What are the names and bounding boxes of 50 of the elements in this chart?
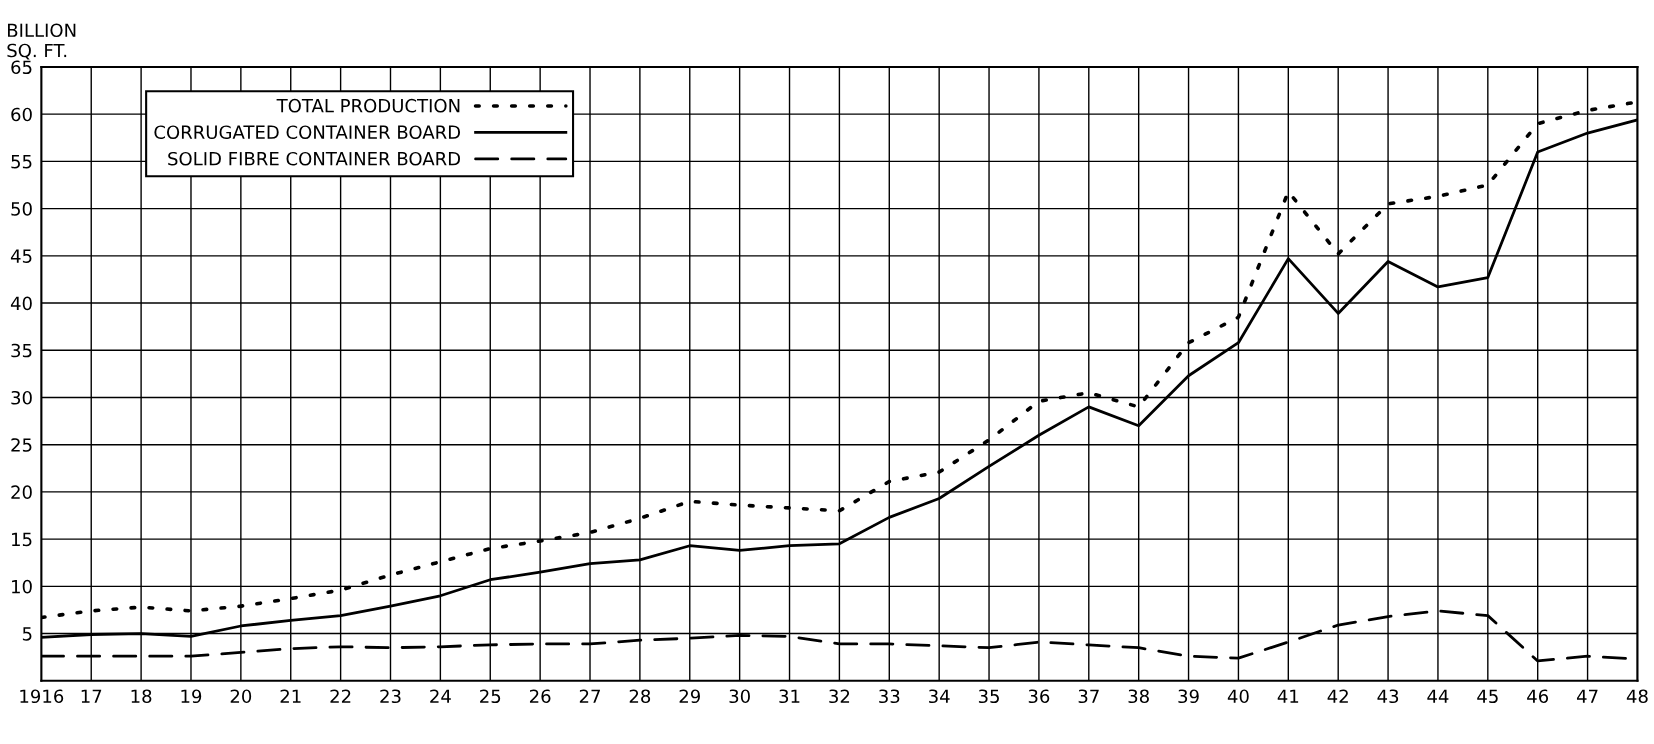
- legend-label: TOTAL PRODUCTION: [276, 98, 460, 113]
- y-tick-label: 65: [11, 60, 32, 75]
- x-tick-label: 19: [181, 689, 202, 704]
- y-tick-label: 20: [11, 485, 32, 500]
- x-tick-label: 47: [1576, 689, 1598, 703]
- x-tick-label: 30: [729, 689, 750, 704]
- x-tick-label: 36: [1028, 689, 1050, 704]
- x-tick-label: 21: [280, 689, 301, 703]
- y-tick-label: 50: [11, 202, 32, 216]
- legend-label: SOLID FIBRE CONTAINER BOARD: [168, 151, 461, 166]
- x-tick-label: 44: [1427, 689, 1449, 703]
- x-tick-label: 33: [879, 689, 900, 704]
- x-tick-label: 20: [230, 689, 252, 704]
- x-tick-label: 26: [529, 689, 551, 704]
- x-tick-label: 28: [629, 689, 651, 704]
- x-tick-label: 48: [1626, 689, 1648, 704]
- x-tick-label: 22: [330, 689, 351, 703]
- y-axis-title: BILLION SQ. FT.: [7, 23, 76, 60]
- legend-label: CORRUGATED CONTAINER BOARD: [154, 125, 461, 140]
- y-tick-label: 15: [12, 532, 32, 547]
- x-tick-label: 45: [1477, 689, 1498, 704]
- x-tick-label: 42: [1327, 689, 1348, 703]
- x-tick-label: 38: [1128, 689, 1149, 704]
- x-tick-label: 32: [829, 689, 850, 704]
- x-tick-label: 23: [380, 689, 401, 704]
- x-tick-label: 37: [1078, 689, 1099, 704]
- y-tick-label: 35: [11, 343, 32, 358]
- y-tick-label: 45: [10, 249, 32, 263]
- y-tick-label: 60: [11, 107, 32, 122]
- x-tick-label: 46: [1527, 689, 1549, 704]
- x-tick-label: 40: [1227, 689, 1249, 704]
- x-tick-label: 24: [430, 689, 451, 703]
- x-tick-label: 43: [1377, 689, 1399, 704]
- x-tick-label: 25: [480, 689, 501, 704]
- x-tick-label: 17: [81, 689, 102, 703]
- y-tick-label: 25: [11, 438, 32, 452]
- x-tick-label: 29: [679, 689, 700, 704]
- x-tick-label: 39: [1178, 689, 1199, 704]
- y-tick-label: 5: [22, 627, 32, 641]
- y-tick-label: 10: [12, 579, 32, 594]
- y-tick-label: 30: [11, 390, 32, 405]
- x-tick-label: 34: [929, 689, 950, 704]
- x-tick-label: 35: [978, 689, 999, 704]
- x-tick-label: 18: [131, 689, 152, 704]
- x-tick-label: 1916: [20, 689, 64, 704]
- x-tick-label: 31: [779, 689, 800, 704]
- x-tick-label: 27: [579, 689, 600, 703]
- y-tick-label: 40: [10, 296, 32, 311]
- y-tick-label: 55: [11, 155, 32, 169]
- x-tick-label: 41: [1277, 689, 1299, 703]
